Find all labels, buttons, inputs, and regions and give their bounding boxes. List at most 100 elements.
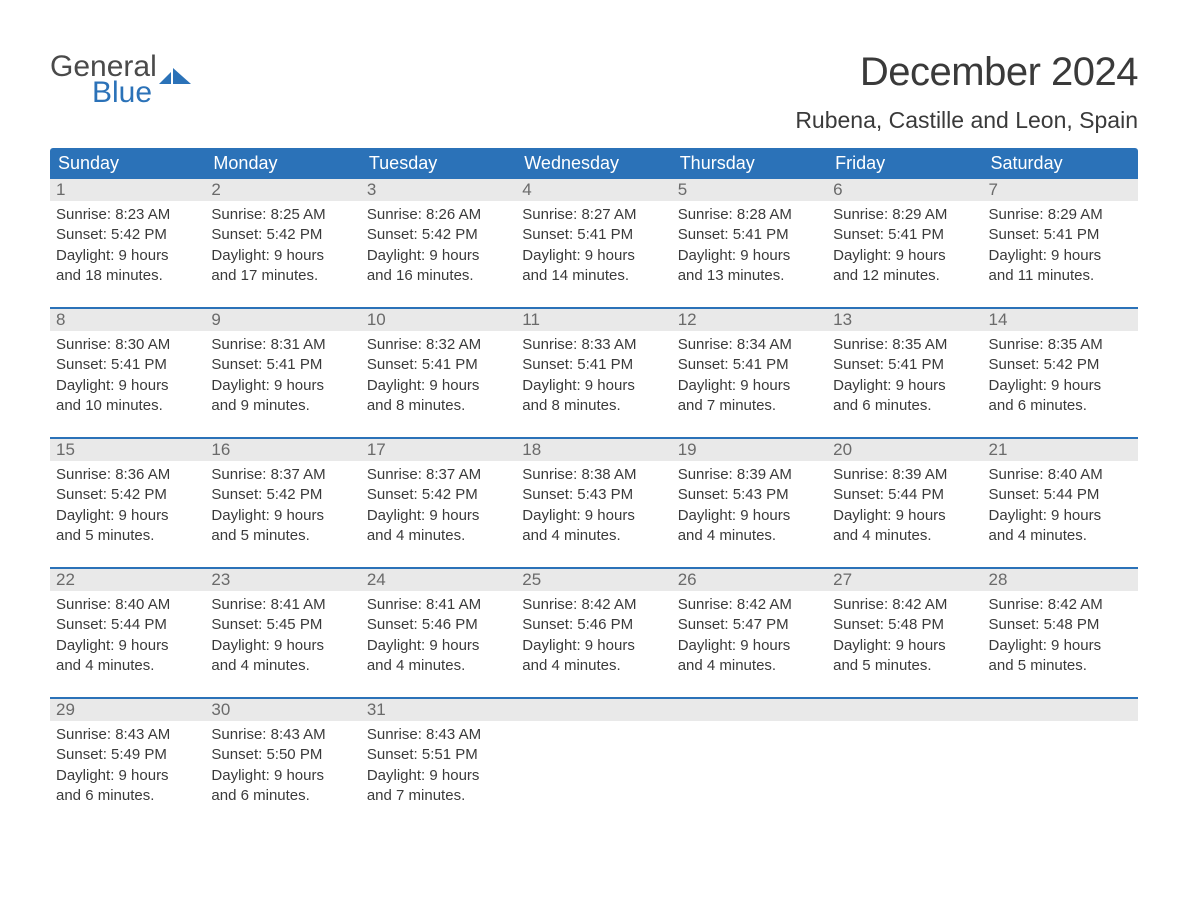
day-sunrise: Sunrise: 8:40 AM [989, 465, 1132, 485]
logo: General Blue [50, 50, 193, 110]
day-daylight2: and 5 minutes. [211, 526, 354, 546]
day-cell: 31Sunrise: 8:43 AMSunset: 5:51 PMDayligh… [361, 699, 516, 827]
day-number [672, 699, 827, 721]
day-content: Sunrise: 8:43 AMSunset: 5:50 PMDaylight:… [205, 721, 360, 806]
day-sunset: Sunset: 5:42 PM [367, 225, 510, 245]
day-number: 2 [205, 179, 360, 201]
day-daylight1: Daylight: 9 hours [211, 376, 354, 396]
day-number: 14 [983, 309, 1138, 331]
day-cell: 18Sunrise: 8:38 AMSunset: 5:43 PMDayligh… [516, 439, 671, 567]
day-sunrise: Sunrise: 8:35 AM [989, 335, 1132, 355]
day-cell: 7Sunrise: 8:29 AMSunset: 5:41 PMDaylight… [983, 179, 1138, 307]
day-number [827, 699, 982, 721]
day-cell: 13Sunrise: 8:35 AMSunset: 5:41 PMDayligh… [827, 309, 982, 437]
day-sunset: Sunset: 5:48 PM [989, 615, 1132, 635]
day-sunrise: Sunrise: 8:36 AM [56, 465, 199, 485]
day-daylight1: Daylight: 9 hours [833, 506, 976, 526]
day-cell: 15Sunrise: 8:36 AMSunset: 5:42 PMDayligh… [50, 439, 205, 567]
day-cell: 6Sunrise: 8:29 AMSunset: 5:41 PMDaylight… [827, 179, 982, 307]
day-daylight2: and 6 minutes. [989, 396, 1132, 416]
day-content: Sunrise: 8:31 AMSunset: 5:41 PMDaylight:… [205, 331, 360, 416]
day-content: Sunrise: 8:36 AMSunset: 5:42 PMDaylight:… [50, 461, 205, 546]
day-content: Sunrise: 8:42 AMSunset: 5:48 PMDaylight:… [827, 591, 982, 676]
header: General Blue December 2024 Rubena, Casti… [50, 50, 1138, 134]
day-cell: 4Sunrise: 8:27 AMSunset: 5:41 PMDaylight… [516, 179, 671, 307]
day-daylight2: and 8 minutes. [367, 396, 510, 416]
day-daylight1: Daylight: 9 hours [522, 636, 665, 656]
week-row: 29Sunrise: 8:43 AMSunset: 5:49 PMDayligh… [50, 697, 1138, 827]
day-sunrise: Sunrise: 8:39 AM [678, 465, 821, 485]
day-cell: 11Sunrise: 8:33 AMSunset: 5:41 PMDayligh… [516, 309, 671, 437]
day-cell: 16Sunrise: 8:37 AMSunset: 5:42 PMDayligh… [205, 439, 360, 567]
day-sunset: Sunset: 5:47 PM [678, 615, 821, 635]
day-sunrise: Sunrise: 8:39 AM [833, 465, 976, 485]
day-content: Sunrise: 8:40 AMSunset: 5:44 PMDaylight:… [983, 461, 1138, 546]
day-cell [516, 699, 671, 827]
day-daylight2: and 17 minutes. [211, 266, 354, 286]
day-sunrise: Sunrise: 8:43 AM [211, 725, 354, 745]
day-number: 28 [983, 569, 1138, 591]
day-daylight2: and 6 minutes. [56, 786, 199, 806]
day-content: Sunrise: 8:26 AMSunset: 5:42 PMDaylight:… [361, 201, 516, 286]
day-daylight1: Daylight: 9 hours [833, 636, 976, 656]
day-sunset: Sunset: 5:50 PM [211, 745, 354, 765]
day-cell: 10Sunrise: 8:32 AMSunset: 5:41 PMDayligh… [361, 309, 516, 437]
day-daylight2: and 4 minutes. [989, 526, 1132, 546]
day-daylight2: and 9 minutes. [211, 396, 354, 416]
day-cell: 21Sunrise: 8:40 AMSunset: 5:44 PMDayligh… [983, 439, 1138, 567]
week-row: 15Sunrise: 8:36 AMSunset: 5:42 PMDayligh… [50, 437, 1138, 567]
day-number: 1 [50, 179, 205, 201]
day-cell: 8Sunrise: 8:30 AMSunset: 5:41 PMDaylight… [50, 309, 205, 437]
day-number: 26 [672, 569, 827, 591]
day-sunset: Sunset: 5:41 PM [833, 225, 976, 245]
day-sunset: Sunset: 5:41 PM [56, 355, 199, 375]
day-daylight2: and 13 minutes. [678, 266, 821, 286]
day-daylight1: Daylight: 9 hours [989, 376, 1132, 396]
week-row: 8Sunrise: 8:30 AMSunset: 5:41 PMDaylight… [50, 307, 1138, 437]
day-content: Sunrise: 8:23 AMSunset: 5:42 PMDaylight:… [50, 201, 205, 286]
day-sunset: Sunset: 5:44 PM [56, 615, 199, 635]
day-daylight2: and 4 minutes. [833, 526, 976, 546]
day-sunrise: Sunrise: 8:37 AM [211, 465, 354, 485]
day-number [516, 699, 671, 721]
day-sunset: Sunset: 5:41 PM [678, 355, 821, 375]
day-sunrise: Sunrise: 8:23 AM [56, 205, 199, 225]
day-sunrise: Sunrise: 8:43 AM [367, 725, 510, 745]
day-content: Sunrise: 8:42 AMSunset: 5:46 PMDaylight:… [516, 591, 671, 676]
day-number: 8 [50, 309, 205, 331]
day-cell: 12Sunrise: 8:34 AMSunset: 5:41 PMDayligh… [672, 309, 827, 437]
day-daylight2: and 4 minutes. [678, 656, 821, 676]
day-sunrise: Sunrise: 8:29 AM [989, 205, 1132, 225]
day-number: 31 [361, 699, 516, 721]
day-daylight1: Daylight: 9 hours [367, 376, 510, 396]
day-content: Sunrise: 8:37 AMSunset: 5:42 PMDaylight:… [205, 461, 360, 546]
day-cell: 25Sunrise: 8:42 AMSunset: 5:46 PMDayligh… [516, 569, 671, 697]
day-number: 4 [516, 179, 671, 201]
day-content: Sunrise: 8:39 AMSunset: 5:43 PMDaylight:… [672, 461, 827, 546]
day-content: Sunrise: 8:43 AMSunset: 5:49 PMDaylight:… [50, 721, 205, 806]
day-number: 11 [516, 309, 671, 331]
day-daylight1: Daylight: 9 hours [56, 246, 199, 266]
day-daylight1: Daylight: 9 hours [678, 246, 821, 266]
day-cell: 26Sunrise: 8:42 AMSunset: 5:47 PMDayligh… [672, 569, 827, 697]
day-header-sun: Sunday [50, 148, 205, 179]
day-daylight1: Daylight: 9 hours [833, 246, 976, 266]
day-daylight2: and 4 minutes. [211, 656, 354, 676]
day-sunset: Sunset: 5:42 PM [211, 485, 354, 505]
day-sunrise: Sunrise: 8:42 AM [522, 595, 665, 615]
day-number: 7 [983, 179, 1138, 201]
day-header-row: Sunday Monday Tuesday Wednesday Thursday… [50, 148, 1138, 179]
day-content: Sunrise: 8:34 AMSunset: 5:41 PMDaylight:… [672, 331, 827, 416]
day-content: Sunrise: 8:30 AMSunset: 5:41 PMDaylight:… [50, 331, 205, 416]
day-sunset: Sunset: 5:49 PM [56, 745, 199, 765]
day-number: 6 [827, 179, 982, 201]
day-daylight2: and 10 minutes. [56, 396, 199, 416]
day-sunrise: Sunrise: 8:41 AM [211, 595, 354, 615]
day-header-mon: Monday [205, 148, 360, 179]
title-block: December 2024 Rubena, Castille and Leon,… [795, 50, 1138, 134]
day-cell: 19Sunrise: 8:39 AMSunset: 5:43 PMDayligh… [672, 439, 827, 567]
day-content: Sunrise: 8:27 AMSunset: 5:41 PMDaylight:… [516, 201, 671, 286]
day-number [983, 699, 1138, 721]
day-daylight1: Daylight: 9 hours [522, 506, 665, 526]
day-number: 30 [205, 699, 360, 721]
